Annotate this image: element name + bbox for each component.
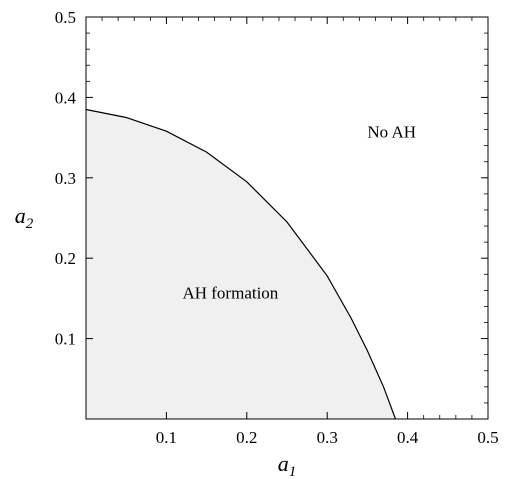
y-tick-label: 0.2: [55, 249, 76, 268]
region-label: AH formation: [182, 283, 278, 302]
boundary-curve: [85, 108, 397, 420]
x-tick-label: 0.3: [317, 428, 338, 447]
y-tick-label: 0.4: [55, 88, 77, 107]
plot-frame: [85, 16, 489, 420]
region-labels: AH formation No AH: [182, 123, 416, 303]
x-tick-label: 0.1: [156, 428, 177, 447]
x-axis-ticks: 0.1 0.2 0.3 0.4 0.5: [156, 17, 499, 447]
y-tick-label: 0.5: [55, 8, 76, 27]
y-tick-label: 0.3: [55, 169, 76, 188]
y-tick-label: 0.1: [55, 330, 76, 349]
x-tick-label: 0.5: [477, 428, 498, 447]
y-axis-ticks: 0.1 0.2 0.3 0.4 0.5: [55, 8, 488, 349]
x-tick-label: 0.4: [397, 428, 419, 447]
ah-formation-region: [86, 109, 396, 419]
x-tick-label: 0.2: [236, 428, 257, 447]
region-label: No AH: [367, 123, 416, 142]
y-axis-title: a2: [15, 203, 34, 232]
x-axis-title: a1: [278, 451, 297, 479]
